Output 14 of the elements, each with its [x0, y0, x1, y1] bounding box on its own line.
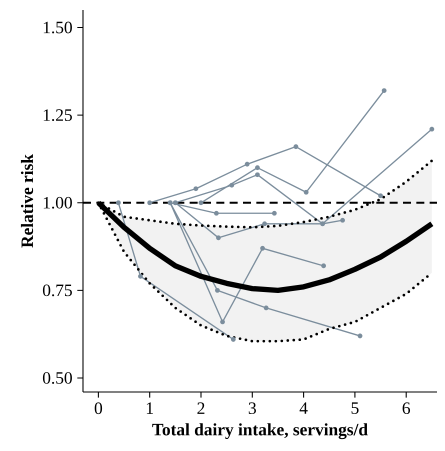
x-tick-label: 2 [197, 402, 204, 414]
y-tick-label: 1.25 [44, 109, 72, 122]
y-tick-label: 1.50 [44, 22, 72, 34]
y-axis-title: Relative risk [20, 154, 34, 248]
x-tick-label: 6 [402, 402, 410, 414]
x-tick-label: 5 [352, 402, 359, 414]
y-tick-label: 1.00 [44, 196, 72, 209]
x-tick-label: 0 [94, 402, 102, 414]
y-tick-label: 0.50 [42, 372, 72, 384]
x-axis-title: Total dairy intake, servings/d [152, 423, 368, 440]
x-tick-label: 4 [300, 402, 308, 414]
y-tick-label: 0.75 [42, 284, 72, 296]
x-tick-label: 1 [146, 402, 153, 414]
x-tick-label: 3 [248, 402, 256, 414]
